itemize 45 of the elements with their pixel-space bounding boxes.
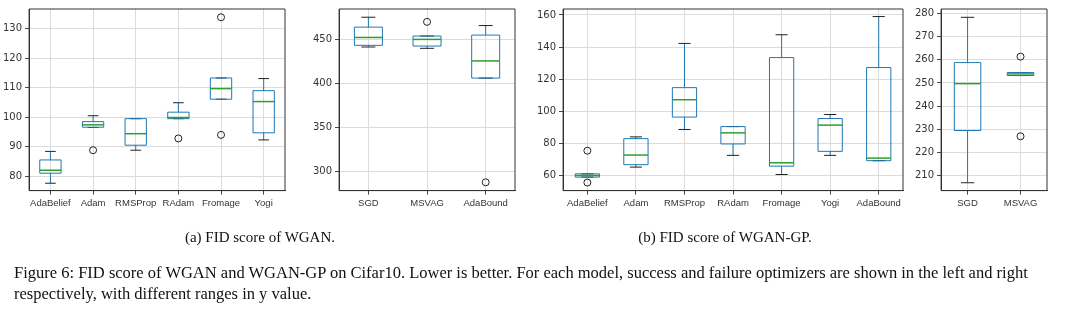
y-tick-label: 280 xyxy=(914,7,935,19)
y-tick-label: 250 xyxy=(914,76,935,88)
y-tick-label: 100 xyxy=(2,110,23,122)
y-tick-label: 130 xyxy=(2,22,23,34)
x-tick-label: Adam xyxy=(623,196,649,208)
text: (b) FID score of WGAN-GP. xyxy=(637,229,813,246)
text: (a) FID score of WGAN. xyxy=(183,229,337,246)
y-tick-label: 400 xyxy=(312,77,333,89)
y-tick-label: 100 xyxy=(536,105,557,117)
x-tick-label: AdaBelief xyxy=(567,196,609,208)
x-tick-label: MSVAG xyxy=(1003,196,1038,208)
y-tick-label: 80 xyxy=(9,169,23,181)
y-tick-label: 350 xyxy=(312,120,333,132)
x-tick-label: AdaBound xyxy=(856,196,901,208)
x-tick-label: AdaBound xyxy=(463,196,508,208)
x-tick-label: RMSProp xyxy=(663,196,706,208)
x-tick-label: SGD xyxy=(957,196,978,208)
caption: Figure 6: FID score of WGAN and WGAN-GP on Cifar10. Lower is better. For each model, success and failure optimizers are shown in the left and right respectively, with different ranges in y value. xyxy=(14,262,1029,304)
y-tick-label: 450 xyxy=(312,33,333,45)
y-tick-label: 140 xyxy=(536,40,557,52)
x-tick-label: Adam xyxy=(80,196,106,208)
x-tick-label: Fromage xyxy=(202,196,241,208)
y-tick-label: 80 xyxy=(543,137,557,149)
y-tick-label: 160 xyxy=(536,8,557,20)
y-tick-label: 260 xyxy=(914,53,935,65)
y-tick-label: 90 xyxy=(9,140,23,152)
x-tick-label: SGD xyxy=(358,196,379,208)
y-tick-label: 110 xyxy=(2,81,23,93)
x-tick-label: RAdam xyxy=(162,196,195,208)
y-tick-label: 120 xyxy=(2,51,23,63)
x-tick-label: MSVAG xyxy=(410,196,444,208)
y-tick-label: 120 xyxy=(536,72,557,84)
y-tick-label: 220 xyxy=(914,145,935,157)
x-tick-label: RMSProp xyxy=(115,196,157,208)
y-tick-label: 300 xyxy=(312,164,333,176)
x-tick-label: Fromage xyxy=(762,196,801,208)
y-tick-label: 240 xyxy=(914,99,935,111)
x-tick-label: AdaBelief xyxy=(30,196,72,208)
y-tick-label: 210 xyxy=(914,168,935,180)
x-tick-label: RAdam xyxy=(717,196,749,208)
y-tick-label: 230 xyxy=(914,122,935,134)
y-tick-label: 60 xyxy=(543,169,557,181)
y-tick-label: 270 xyxy=(914,30,935,42)
x-tick-label: Yogi xyxy=(254,196,273,208)
x-tick-label: Yogi xyxy=(821,196,840,208)
